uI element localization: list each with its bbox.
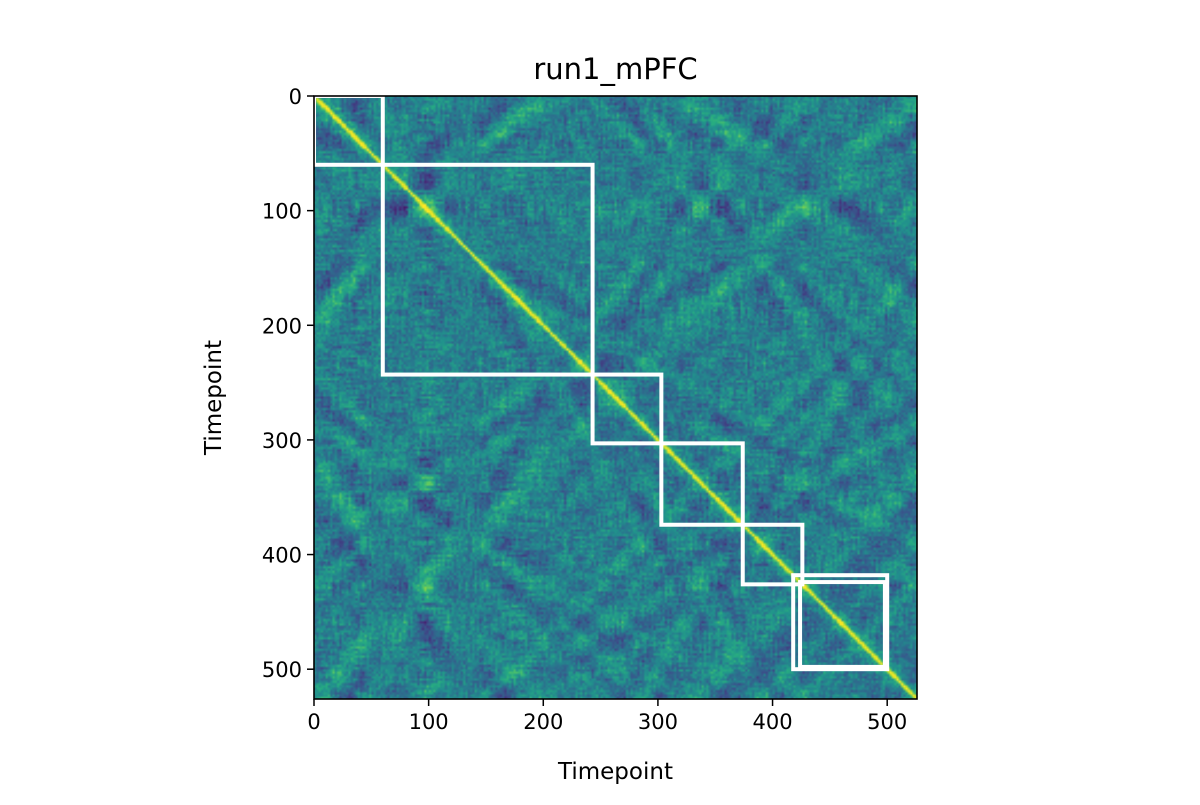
y-tick-label-300: 300 bbox=[262, 429, 302, 453]
x-tick-label-100: 100 bbox=[409, 710, 449, 734]
x-tick-label-500: 500 bbox=[867, 710, 907, 734]
x-tick-label-400: 400 bbox=[753, 710, 793, 734]
y-tick-label-500: 500 bbox=[262, 658, 302, 682]
event-boundary-box-1 bbox=[314, 96, 385, 167]
event-boundary-boxes bbox=[314, 96, 890, 672]
event-boundary-box-7 bbox=[798, 580, 887, 669]
event-boundary-box-3 bbox=[590, 372, 664, 446]
heatmap-image bbox=[314, 96, 917, 699]
event-boundary-box-6 bbox=[791, 573, 890, 672]
y-axis-ticks: 0 100 200 300 400 500 bbox=[262, 85, 314, 682]
plot-frame bbox=[313, 95, 918, 700]
x-axis-ticks: 0 100 200 300 400 500 bbox=[307, 699, 907, 734]
chart-title: run1_mPFC bbox=[533, 52, 697, 86]
plot-area bbox=[314, 96, 917, 699]
y-tick-label-200: 200 bbox=[262, 314, 302, 338]
y-tick-label-400: 400 bbox=[262, 544, 302, 568]
y-tick-label-0: 0 bbox=[289, 85, 302, 109]
x-tick-label-300: 300 bbox=[638, 710, 678, 734]
x-axis-label: Timepoint bbox=[557, 759, 673, 785]
y-tick-label-100: 100 bbox=[262, 200, 302, 224]
event-boundary-box-5 bbox=[740, 522, 805, 587]
event-boundary-box-4 bbox=[659, 441, 745, 527]
x-tick-label-200: 200 bbox=[523, 710, 563, 734]
event-boundary-box-2 bbox=[380, 162, 595, 377]
y-axis-label: Timepoint bbox=[201, 340, 227, 456]
x-tick-label-0: 0 bbox=[307, 710, 320, 734]
